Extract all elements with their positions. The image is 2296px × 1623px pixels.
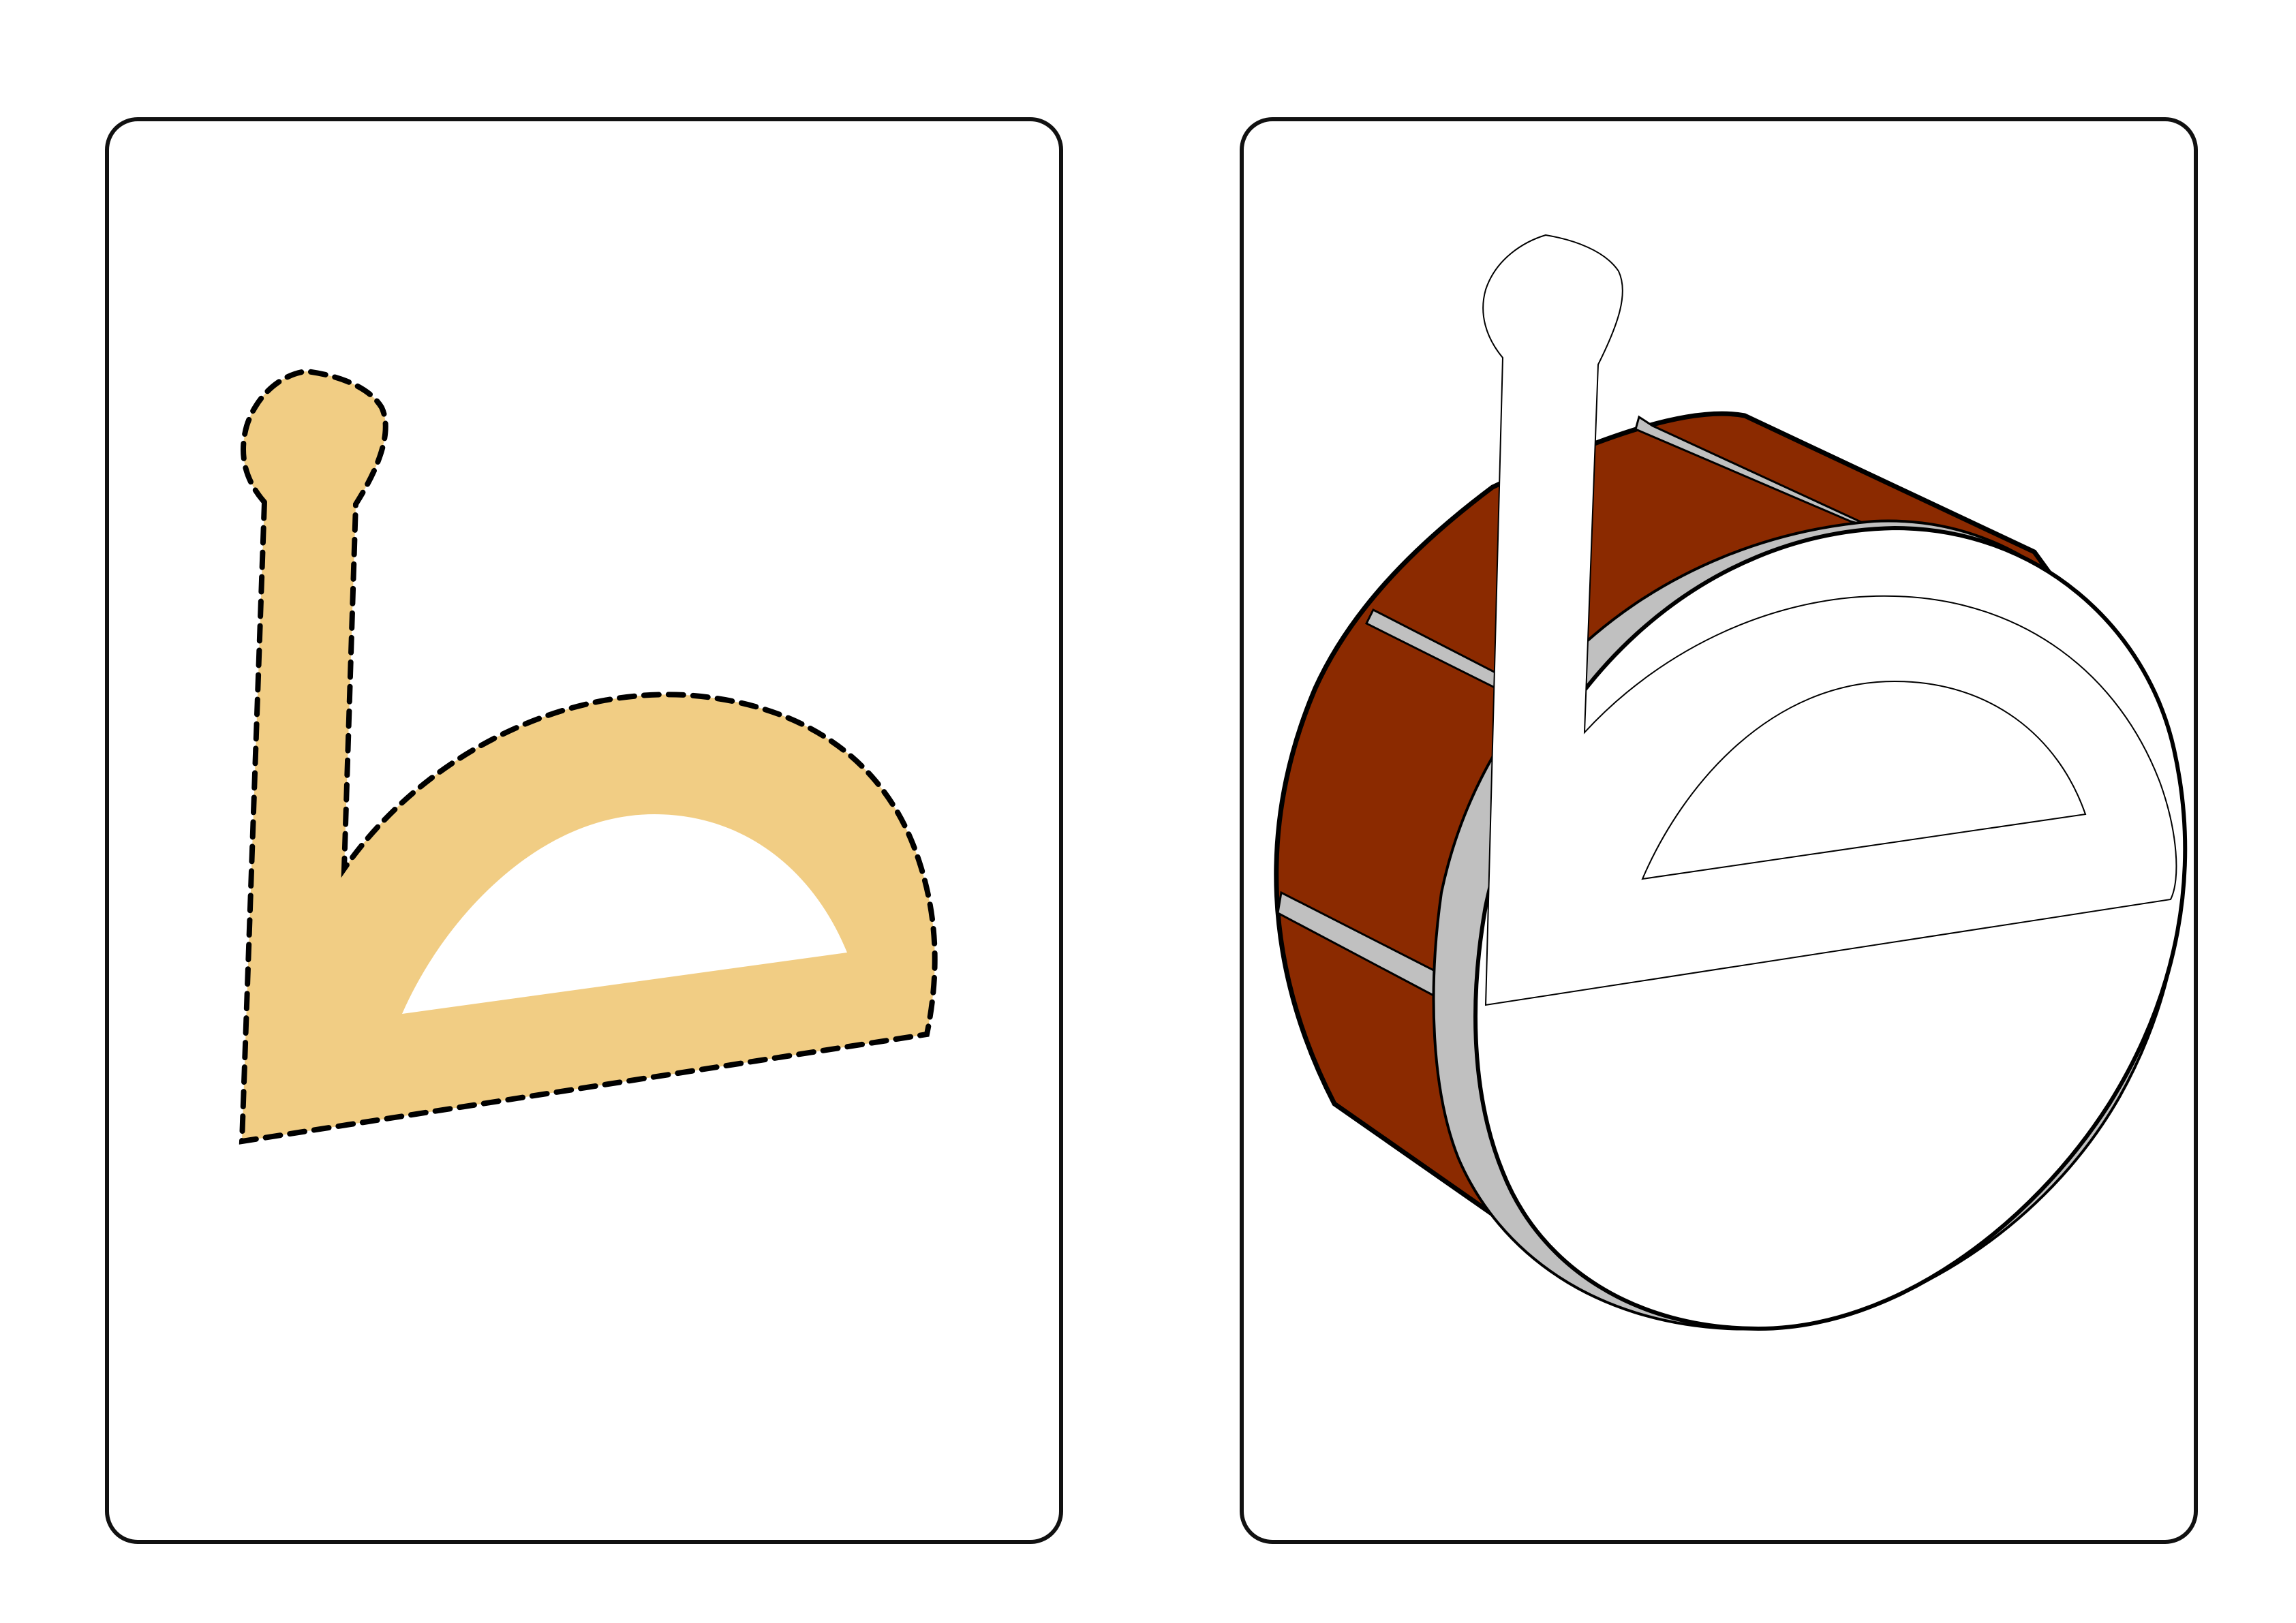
- letter-dashed-outline: [239, 368, 938, 1145]
- left-card: [105, 117, 1063, 1544]
- letter-fill: [242, 371, 935, 1141]
- letter-tracing-shape: [239, 368, 938, 1145]
- drum-letter-shape: [1482, 234, 2177, 1006]
- drum-illustration: [1274, 234, 2188, 1331]
